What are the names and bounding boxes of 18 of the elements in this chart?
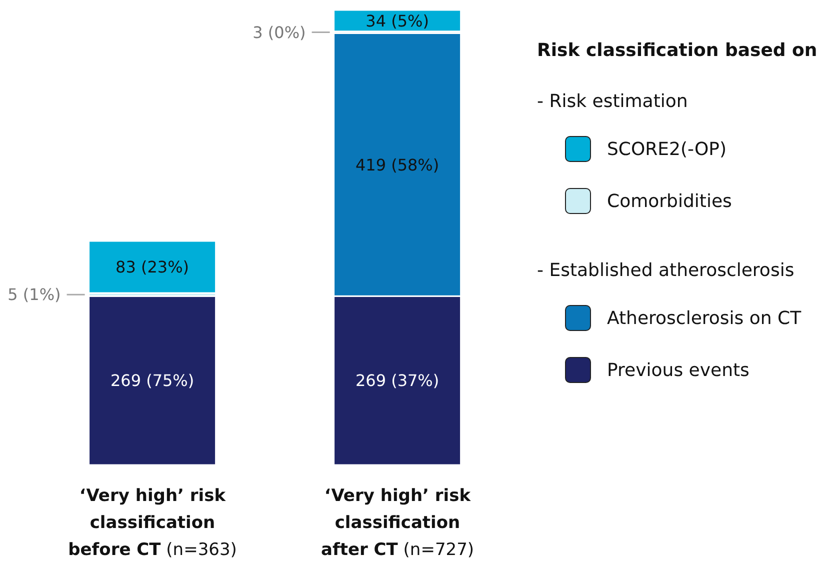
bar [88,295,217,466]
data-label: 419 (58%) [355,155,440,174]
legend-title: Risk classification based on [537,40,818,61]
text: - Established atherosclerosis [537,260,796,281]
legend-label: Previous events [607,360,750,380]
data-label: 34 (5%) [366,11,429,30]
data-label: 83 (23%) [116,258,190,277]
bar [88,240,217,294]
data-label: 269 (37%) [355,371,440,390]
x-tick-label: ‘Very high’ risk classification after CT (n=727) [320,486,474,560]
text: - Risk estimation [537,91,689,112]
data-label: 5 (1%) [8,285,61,304]
x-tick-label: ‘Very high’ risk classification before CT (n=363) [68,486,237,560]
data-label: 269 (75%) [110,371,194,390]
data-label: 3 (0%) [252,22,306,42]
legend-label: Comorbidities [607,190,732,212]
legend-label: Atherosclerosis on CT [607,308,802,328]
legend-label: SCORE2(-OP) [607,138,727,160]
